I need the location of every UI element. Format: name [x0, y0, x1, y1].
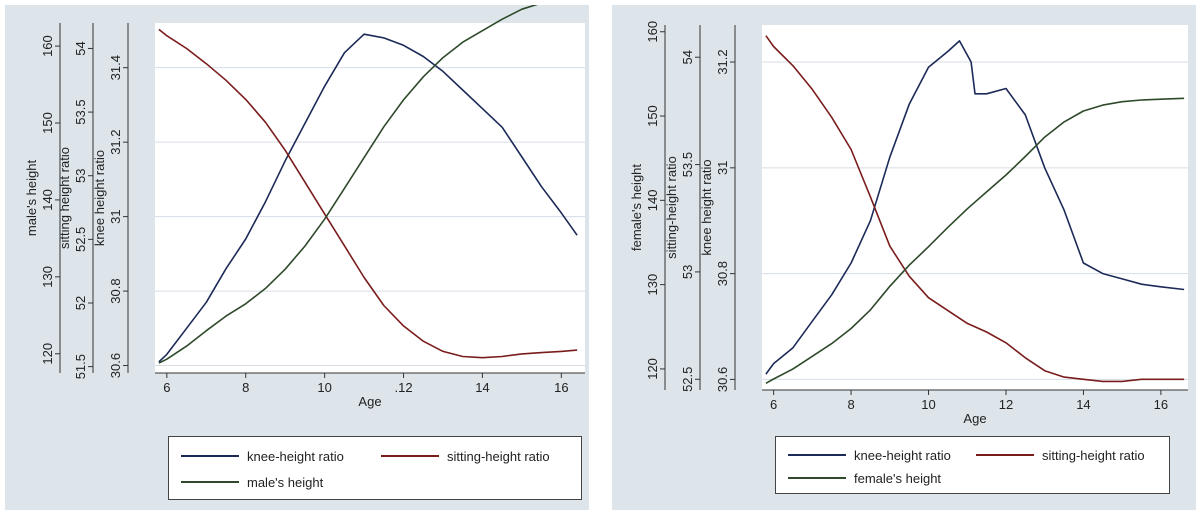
x-tick-label: 8	[847, 397, 854, 412]
legend-item-sitting: sitting-height ratio	[976, 447, 1145, 463]
x-tick-label: 14	[1076, 397, 1090, 412]
y-axis-label: knee height ratio	[699, 159, 714, 255]
y-tick-label: 31.2	[715, 49, 730, 74]
y-tick-label: 140	[645, 189, 660, 211]
legend-swatch-height	[788, 477, 846, 479]
y-axis-knee: 30.6 30.8 31 31.2 knee height ratio	[699, 25, 736, 392]
legend-label-knee: knee-height ratio	[854, 447, 951, 463]
legend-item-height: male's height	[181, 474, 323, 490]
x-tick-label: 6	[163, 380, 170, 395]
series-line-height	[158, 5, 538, 364]
y-tick-label: 31	[715, 161, 730, 175]
x-tick-label: 8	[242, 380, 249, 395]
y-axis-label: sitting height ratio	[57, 147, 72, 249]
y-tick-label: 120	[40, 343, 55, 365]
y-tick-label: 51.5	[73, 354, 88, 379]
legend-item-knee: knee-height ratio	[788, 447, 951, 463]
legend-swatch-sitting	[976, 454, 1034, 456]
y-tick-label: 52	[73, 296, 88, 310]
y-axis-height: 120 130 140 150 160 male's height	[24, 23, 61, 373]
y-tick-label: 53.5	[680, 152, 695, 177]
legend-label-sitting: sitting-height ratio	[1042, 447, 1145, 463]
x-tick-label: 6	[770, 397, 777, 412]
chart-panel-female: 120 130 140 150 160 female's height 52.5 53 53.5…	[612, 5, 1196, 510]
y-tick-label: 31.4	[108, 55, 123, 80]
x-tick-label: 10	[317, 380, 331, 395]
y-tick-label: 130	[645, 274, 660, 296]
plot-area	[762, 25, 1188, 390]
y-tick-label: 30.8	[108, 278, 123, 303]
x-axis: 6 8 10 12 14 16 Age	[762, 389, 1188, 426]
legend-swatch-knee	[788, 454, 846, 456]
y-tick-label: 160	[645, 21, 660, 43]
x-axis-label: Age	[963, 411, 986, 426]
y-tick-label: 31.2	[108, 129, 123, 154]
legend-swatch-knee	[181, 455, 239, 457]
y-axis-label: sitting-height ratio	[664, 156, 679, 259]
y-axis-sitting: 51.5 52 52.5 53 53.5 54 sitting height ratio	[57, 23, 94, 379]
legend-swatch-sitting	[381, 455, 439, 457]
y-tick-label: 150	[40, 112, 55, 134]
series-line-sitting	[765, 35, 1185, 383]
y-tick-label: 150	[645, 105, 660, 127]
y-tick-label: 54	[73, 41, 88, 55]
y-tick-label: 30.8	[715, 261, 730, 286]
y-tick-label: 30.6	[715, 367, 730, 392]
y-tick-label: 140	[40, 189, 55, 211]
y-tick-label: 54	[680, 50, 695, 64]
y-tick-label: 52.5	[680, 367, 695, 392]
chart-svg-male: 120 130 140 150 160 male's height 51.5 52 52.5 53…	[24, 5, 585, 409]
legend-item-height: female's height	[788, 470, 941, 486]
legend-male: knee-height ratio sitting-height ratio m…	[168, 436, 582, 500]
y-axis-height: 120 130 140 150 160 female's height	[629, 21, 666, 390]
y-tick-label: 53	[680, 265, 695, 279]
legend-label-height: female's height	[854, 470, 942, 486]
y-tick-label: 53	[73, 168, 88, 182]
x-tick-label: .12	[394, 380, 412, 395]
legend-label-sitting: sitting-height ratio	[447, 448, 550, 464]
y-tick-label: 160	[40, 35, 55, 57]
legend-female: knee-height ratio sitting-height ratio f…	[775, 436, 1170, 494]
legend-item-sitting: sitting-height ratio	[381, 448, 550, 464]
y-tick-label: 130	[40, 266, 55, 288]
y-tick-label: 120	[645, 358, 660, 380]
x-axis-label: Age	[358, 394, 381, 409]
y-axis-label: male's height	[24, 160, 39, 237]
y-axis-label: female's height	[629, 164, 644, 251]
legend-item-knee: knee-height ratio	[181, 448, 344, 464]
series-line-knee	[158, 33, 578, 363]
chart-panel-male: 120 130 140 150 160 male's height 51.5 52 52.5 53…	[5, 5, 589, 510]
y-tick-label: 30.6	[108, 353, 123, 378]
series-line-knee	[765, 40, 1185, 375]
y-tick-label: 31	[108, 209, 123, 223]
y-tick-label: 52.5	[73, 227, 88, 252]
legend-swatch-height	[181, 481, 239, 483]
x-tick-label: 14	[475, 380, 489, 395]
series-line-sitting	[158, 28, 578, 359]
series-line-height	[765, 97, 1185, 384]
x-tick-label: 12	[999, 397, 1013, 412]
y-axis-sitting: 52.5 53 53.5 54 sitting-height ratio	[664, 25, 701, 392]
legend-label-height: male's height	[247, 474, 324, 490]
x-tick-label: 10	[921, 397, 935, 412]
x-axis: 6 8 10 .12 14 16 Age	[155, 372, 585, 409]
legend-label-knee: knee-height ratio	[247, 448, 344, 464]
x-tick-label: 16	[554, 380, 568, 395]
chart-svg-female: 120 130 140 150 160 female's height 52.5 53 53.5…	[629, 21, 1188, 426]
y-tick-label: 53.5	[73, 99, 88, 124]
x-tick-label: 16	[1154, 397, 1168, 412]
y-axis-knee: 30.6 30.8 31 31.2 31.4 knee height ratio	[92, 23, 129, 378]
y-axis-label: knee height ratio	[92, 150, 107, 246]
